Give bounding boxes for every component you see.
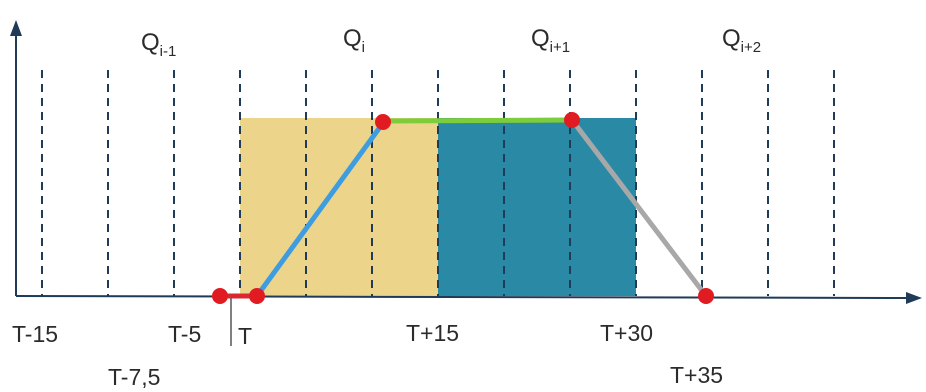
time-label: T (238, 323, 252, 349)
plateau-segment (382, 117, 573, 124)
profile-point (249, 288, 265, 304)
y-axis-arrow (10, 20, 22, 36)
zone-current-quarter (240, 118, 438, 296)
time-label: T-5 (168, 321, 201, 347)
profile-point (212, 288, 228, 304)
x-axis (15, 295, 909, 299)
zone-next-quarter (438, 118, 636, 296)
ramp-down-segment (570, 118, 708, 298)
time-label: T+15 (406, 320, 459, 346)
quarter-label-after-next: Qi+2 (722, 25, 761, 56)
quarter-label-prev: Qi-1 (141, 29, 176, 60)
profile-point (698, 288, 714, 304)
x-axis-arrow (906, 292, 922, 304)
time-label: T+30 (600, 320, 653, 346)
time-label: T-7,5 (108, 364, 160, 390)
quarter-label-current: Qi (343, 25, 365, 56)
profile-point (564, 112, 580, 128)
quarter-grid-lines (41, 70, 835, 296)
time-label: T-15 (12, 321, 58, 347)
profile-point (375, 114, 391, 130)
quarter-label-next: Qi+1 (531, 25, 570, 56)
ramp-up-segment (254, 121, 386, 298)
time-label: T+35 (670, 362, 723, 388)
